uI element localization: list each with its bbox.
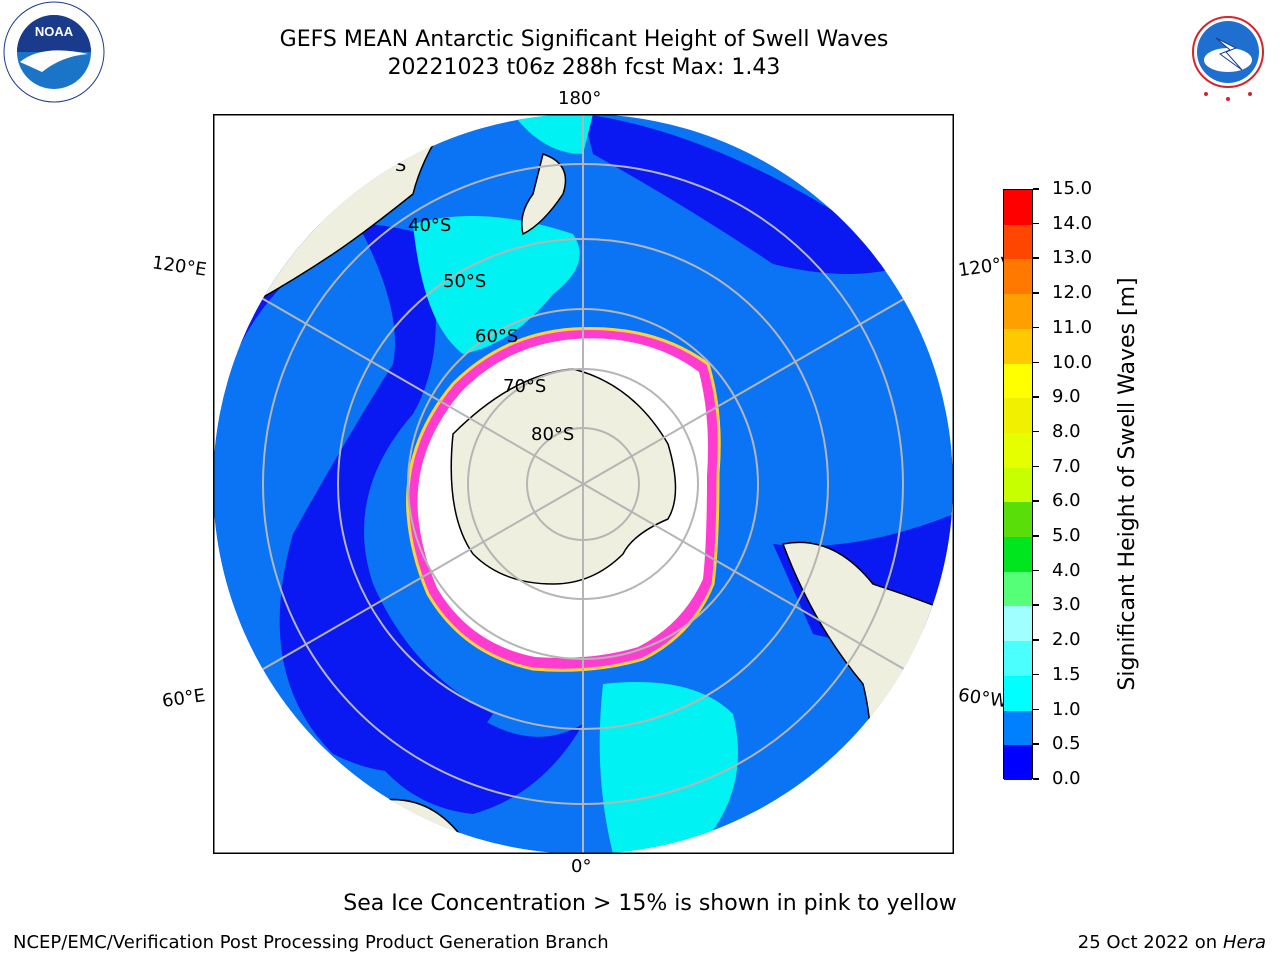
colorbar-tick	[1033, 188, 1039, 190]
colorbar-segment	[1004, 224, 1032, 260]
colorbar-tick	[1033, 430, 1039, 433]
colorbar-tick-label: 9.0	[1052, 386, 1081, 408]
colorbar-segment	[1004, 537, 1032, 572]
colorbar-segment	[1004, 363, 1032, 399]
colorbar-segment	[1004, 294, 1032, 329]
lat-label: 60°S	[475, 326, 518, 347]
south-polar-map: 30°S 40°S 50°S 60°S 70°S 80°S	[213, 114, 954, 854]
colorbar-tick-label: 5.0	[1052, 525, 1081, 547]
colorbar-tick-label: 7.0	[1052, 455, 1081, 477]
colorbar-tick-label: 3.0	[1052, 594, 1081, 616]
colorbar-tick	[1033, 639, 1039, 641]
colorbar-tick-label: 4.0	[1052, 559, 1081, 581]
colorbar-segment	[1004, 502, 1032, 538]
colorbar-tick	[1033, 465, 1039, 468]
footer-credit: NCEP/EMC/Verification Post Processing Pr…	[13, 932, 609, 953]
colorbar-tick	[1033, 326, 1039, 329]
lon-label-top: 180°	[558, 88, 602, 109]
colorbar-tick	[1033, 673, 1039, 676]
lat-label: 50°S	[443, 271, 486, 292]
swell-low-region	[213, 222, 493, 772]
colorbar-tick-label: 1.5	[1052, 663, 1081, 685]
colorbar-tick	[1033, 292, 1039, 294]
colorbar-tick	[1033, 604, 1039, 606]
swell-higher-region	[599, 682, 738, 854]
colorbar-tick-label: 0.5	[1052, 733, 1081, 755]
colorbar-tick	[1033, 778, 1039, 780]
colorbar-tick-label: 8.0	[1052, 420, 1081, 442]
colorbar-segment	[1004, 606, 1032, 642]
swell-higher-region	[513, 114, 593, 154]
colorbar-tick	[1033, 569, 1039, 572]
colorbar-segment	[1004, 745, 1032, 780]
lon-label-upper-left: 120°E	[150, 252, 208, 281]
colorbar-tick	[1033, 257, 1039, 259]
colorbar-tick-label: 12.0	[1052, 282, 1093, 304]
noaa-logo-text: NOAA	[35, 24, 74, 39]
colorbar	[1003, 189, 1033, 780]
colorbar-tick-label: 15.0	[1052, 178, 1093, 199]
colorbar-tick-label: 10.0	[1052, 351, 1093, 373]
colorbar-tick	[1033, 743, 1039, 745]
sea-ice-note: Sea Ice Concentration > 15% is shown in …	[343, 891, 957, 916]
colorbar-segment	[1004, 398, 1032, 433]
colorbar-tick-label: 2.0	[1052, 629, 1081, 651]
colorbar-tick-label: 0.0	[1052, 768, 1081, 789]
colorbar-tick-label: 1.0	[1052, 698, 1081, 720]
colorbar-segment	[1004, 190, 1032, 225]
lat-label: 70°S	[503, 376, 546, 397]
chart-subtitle: 20221023 t06z 288h fcst Max: 1.43	[387, 55, 781, 80]
footer-date-text: 25 Oct 2022 on	[1077, 932, 1223, 953]
colorbar-tick	[1033, 361, 1039, 364]
colorbar-tick-label: 14.0	[1052, 212, 1093, 234]
footer-host: Hera	[1222, 932, 1266, 953]
colorbar-segment	[1004, 259, 1032, 295]
colorbar-title: Significant Height of Swell Waves [m]	[1115, 277, 1140, 691]
swell-low-region	[583, 114, 913, 274]
swell-higher-region	[413, 216, 580, 354]
lat-label: 40°S	[408, 215, 451, 236]
lon-label-bottom: 0°	[571, 856, 592, 877]
colorbar-tick	[1033, 396, 1039, 398]
nws-logo	[1178, 2, 1278, 102]
colorbar-segment	[1004, 710, 1032, 746]
lon-label-lower-left: 60°E	[160, 685, 207, 712]
colorbar-tick	[1033, 222, 1039, 225]
colorbar-tick-label: 13.0	[1052, 247, 1093, 269]
chart-title: GEFS MEAN Antarctic Significant Height o…	[279, 27, 889, 52]
colorbar-segment	[1004, 675, 1032, 711]
colorbar-segment	[1004, 641, 1032, 676]
colorbar-segment	[1004, 467, 1032, 503]
map-gridlines	[213, 114, 953, 854]
colorbar-tick	[1033, 500, 1039, 502]
lon-label-lower-right: 60°W	[956, 684, 1009, 713]
colorbar-segment	[1004, 328, 1032, 364]
colorbar-tick-label: 6.0	[1052, 490, 1081, 512]
colorbar-tick	[1033, 708, 1039, 711]
land-new-zealand	[521, 153, 567, 236]
swell-low-region	[333, 674, 583, 814]
noaa-logo: NOAA	[3, 1, 105, 103]
colorbar-tick-label: 11.0	[1052, 316, 1093, 338]
footer-date: 25 Oct 2022 on Hera	[1078, 932, 1266, 953]
colorbar-segment	[1004, 571, 1032, 607]
colorbar-tick	[1033, 535, 1039, 537]
colorbar-segment	[1004, 432, 1032, 468]
lat-label: 80°S	[531, 424, 574, 445]
